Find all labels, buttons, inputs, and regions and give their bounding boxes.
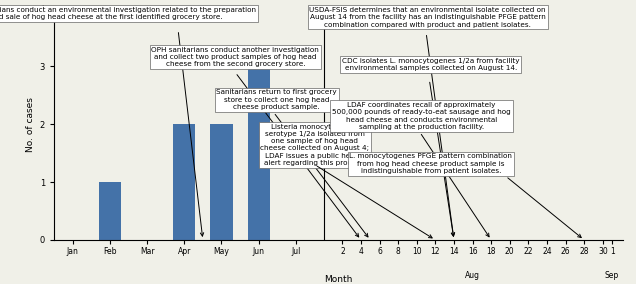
Y-axis label: No. of cases: No. of cases xyxy=(27,97,36,152)
Text: Sanitarians return to first grocery
store to collect one hog head
cheese product: Sanitarians return to first grocery stor… xyxy=(216,89,337,110)
Text: OPH sanitarians conduct another investigation
and collect two product samples of: OPH sanitarians conduct another investig… xyxy=(151,47,319,67)
Text: USDA-FSIS determines that an environmental isolate collected on
August 14 from t: USDA-FSIS determines that an environment… xyxy=(310,7,546,28)
X-axis label: Month: Month xyxy=(324,275,353,284)
Bar xyxy=(211,124,233,240)
Bar xyxy=(247,66,270,240)
Text: CDC isolates L. monocytogenes 1/2a from facility
environmental samples collected: CDC isolates L. monocytogenes 1/2a from … xyxy=(342,58,520,72)
Text: Listeria monocytogenes,
serotype 1/2a isolated from
one sample of hog head
chees: Listeria monocytogenes, serotype 1/2a is… xyxy=(260,124,370,166)
Bar xyxy=(173,124,195,240)
Text: Sep: Sep xyxy=(605,271,619,279)
Bar xyxy=(99,182,121,240)
Text: Aug: Aug xyxy=(465,271,480,279)
Text: OPH sanitarians conduct an environmental investigation related to the preparatio: OPH sanitarians conduct an environmental… xyxy=(0,7,256,20)
Text: LDAF coordinates recall of approximately
500,000 pounds of ready-to-eat sausage : LDAF coordinates recall of approximately… xyxy=(332,102,511,130)
Text: L. monocytogenes PFGE pattern combination
from hog head cheese product sample is: L. monocytogenes PFGE pattern combinatio… xyxy=(349,153,513,174)
